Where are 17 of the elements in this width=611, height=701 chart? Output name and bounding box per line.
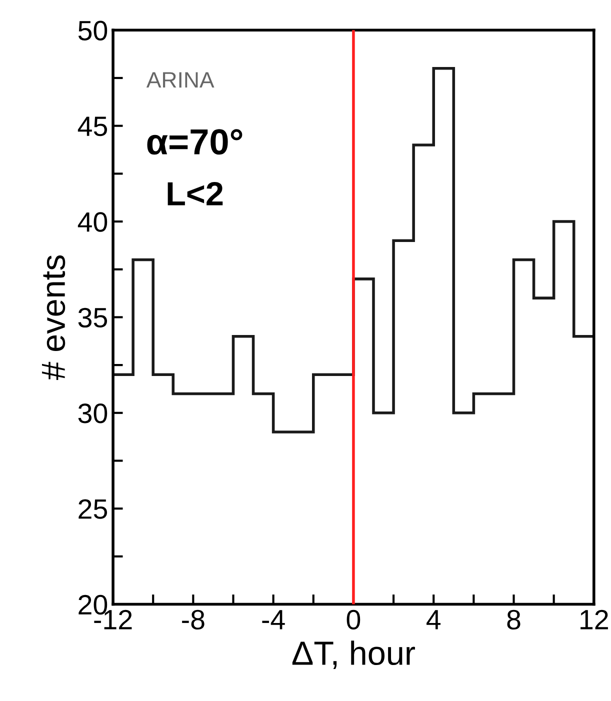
y-tick-label: 40 bbox=[78, 212, 108, 232]
x-tick-label: 4 bbox=[426, 610, 441, 630]
x-tick-label: 0 bbox=[346, 610, 360, 630]
x-tick-label: -4 bbox=[262, 610, 285, 630]
y-tick-label: 30 bbox=[78, 404, 108, 424]
annotation: L<2 bbox=[168, 182, 223, 206]
y-tick-label: 25 bbox=[78, 499, 108, 519]
annotation: ARINA bbox=[146, 72, 214, 88]
y-axis-title: # events bbox=[42, 255, 66, 380]
y-tick-label: 35 bbox=[78, 308, 108, 328]
annotation: α=70° bbox=[147, 129, 242, 155]
y-tick-label: 50 bbox=[78, 20, 108, 40]
y-tick-label: 45 bbox=[78, 116, 108, 136]
x-axis-title: ΔT, hour bbox=[292, 640, 415, 669]
x-tick-label: -8 bbox=[182, 610, 204, 630]
x-tick-label: 8 bbox=[507, 610, 520, 630]
x-tick-label: 12 bbox=[580, 610, 608, 630]
